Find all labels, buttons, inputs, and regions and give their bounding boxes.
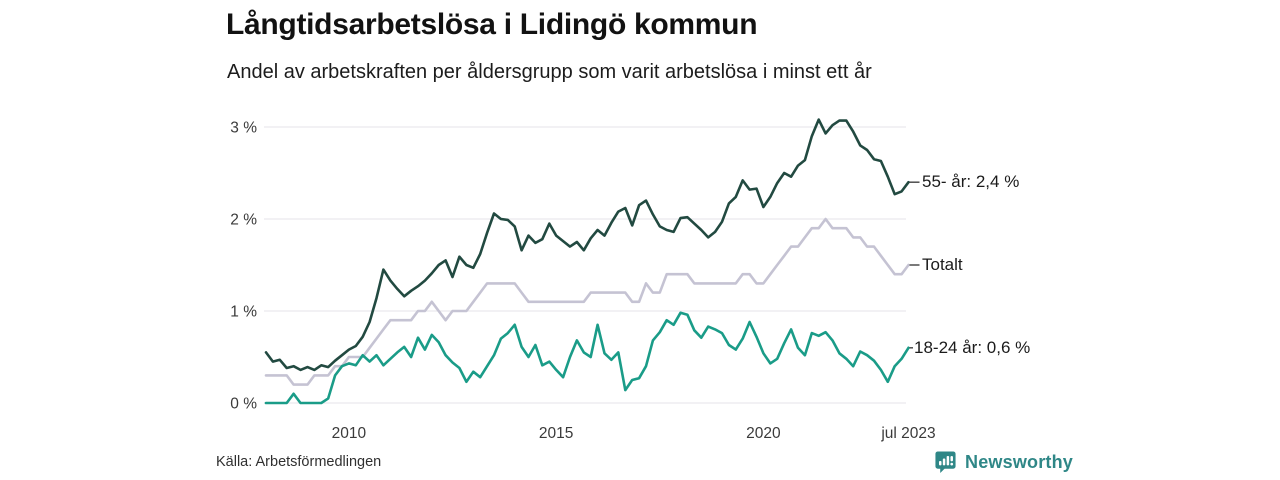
series-line-55-plus: [264, 118, 910, 372]
y-tick-label: 1 %: [230, 304, 257, 321]
x-tick-label: jul 2023: [880, 425, 935, 442]
series-label-18-24: 18-24 år: 0,6 %: [914, 337, 1031, 357]
x-tick-label: 2010: [332, 425, 367, 442]
newsworthy-logo: Newsworthy: [934, 450, 1073, 474]
y-tick-label: 0 %: [230, 396, 257, 413]
series-label-totalt: Totalt: [922, 255, 963, 274]
chart-subtitle: Andel av arbetskraften per åldersgrupp s…: [227, 61, 872, 83]
y-tick-label: 3 %: [230, 120, 257, 137]
x-tick-label: 2020: [746, 425, 781, 442]
newsworthy-bubble-chart-icon: [935, 451, 956, 474]
chart-title: Långtidsarbetslösa i Lidingö kommun: [226, 8, 758, 41]
series-label-55-plus: 55- år: 2,4 %: [922, 172, 1020, 192]
source-caption: Källa: Arbetsförmedlingen: [216, 454, 382, 470]
newsworthy-wordmark: Newsworthy: [965, 451, 1074, 472]
series-line-totalt: [264, 217, 910, 386]
series-line-18-24: [264, 311, 910, 405]
x-tick-label: 2015: [539, 425, 573, 442]
y-tick-label: 2 %: [230, 212, 257, 229]
